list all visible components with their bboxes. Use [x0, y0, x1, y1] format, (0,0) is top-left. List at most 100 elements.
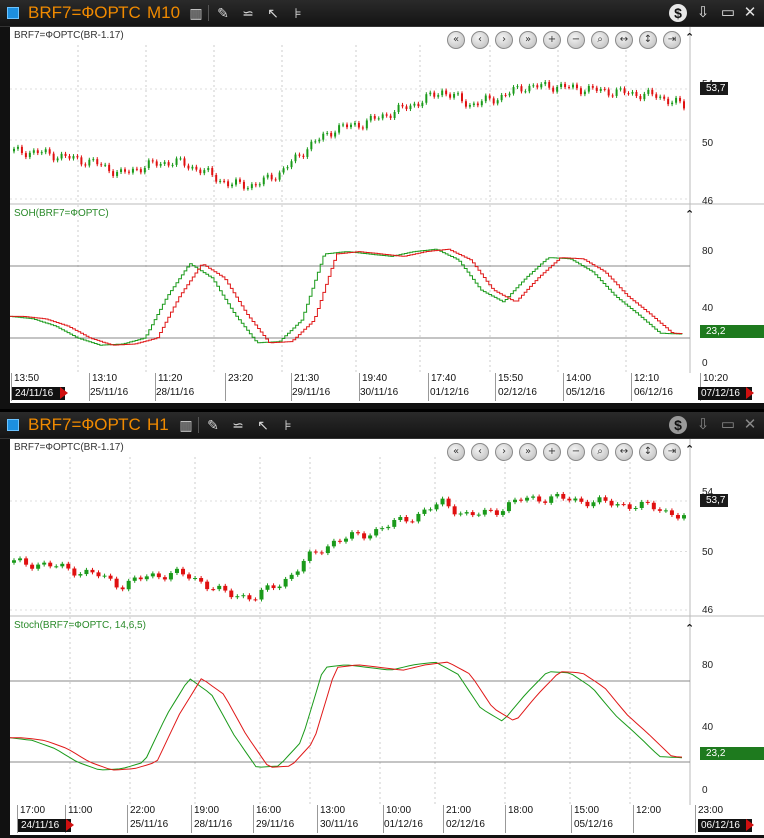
candle — [428, 509, 433, 511]
trend-icon[interactable]: ⋍ — [232, 417, 244, 433]
collapse-price-icon[interactable]: ⌃ — [685, 31, 695, 44]
zoom-in-icon[interactable]: + — [543, 443, 561, 461]
x-date-badge: 24/11/16 — [18, 819, 72, 832]
candle — [468, 105, 471, 107]
cursor-icon[interactable]: ↖ — [267, 5, 279, 21]
minimize-icon[interactable]: ▭ — [720, 4, 736, 21]
toolbar-divider — [208, 5, 209, 21]
expand-icon[interactable]: ↔ — [615, 31, 633, 49]
window-titlebar[interactable]: BRF7=ФОРТС H1 ▥ ✎ ⋍ ↖ ⊧ $ ⇩ ▭ ✕ — [0, 412, 764, 439]
download-icon[interactable]: ⇩ — [696, 416, 710, 433]
dollar-icon[interactable]: $ — [669, 416, 687, 434]
end-icon[interactable]: ⇥ — [663, 443, 681, 461]
fast-forward-icon[interactable]: » — [519, 443, 537, 461]
x-tick-mark — [695, 805, 696, 833]
zoom-fit-icon[interactable]: ⌕ — [591, 31, 609, 49]
collapse-indicator-icon[interactable]: ⌃ — [685, 622, 695, 635]
candle — [100, 164, 103, 166]
candle — [480, 101, 483, 106]
timeframe-label[interactable]: H1 — [147, 415, 169, 434]
candle — [12, 560, 16, 563]
window-titlebar[interactable]: BRF7=ФОРТС M10 ▥ ✎ ⋍ ↖ ⊧ $ ⇩ ▭ ✕ — [0, 0, 764, 27]
time-axis[interactable]: 17:00 11:00 22:00 19:00 16:00 13:00 10:00 21:00… — [10, 805, 764, 835]
x-tick-mark — [191, 805, 192, 833]
candle — [591, 502, 596, 507]
forward-icon[interactable]: › — [495, 31, 513, 49]
candle — [127, 171, 130, 173]
download-icon[interactable]: ⇩ — [696, 4, 710, 21]
compress-icon[interactable]: ↕ — [639, 443, 657, 461]
close-icon[interactable]: ✕ — [743, 4, 757, 21]
candle — [401, 104, 404, 107]
rewind-icon[interactable]: « — [447, 31, 465, 49]
zoom-out-icon[interactable]: − — [567, 31, 585, 49]
compress-icon[interactable]: ↕ — [639, 31, 657, 49]
candle — [571, 84, 574, 88]
candle — [381, 114, 384, 119]
x-time-tick: 18:00 — [508, 805, 534, 816]
expand-icon[interactable]: ↔ — [615, 443, 633, 461]
minimize-icon[interactable]: ▭ — [720, 416, 736, 433]
timeframe-label[interactable]: M10 — [147, 3, 181, 22]
chart-canvas-h1[interactable] — [10, 439, 764, 805]
candle — [512, 499, 517, 503]
x-time-tick: 19:00 — [194, 805, 220, 816]
chart-canvas-m10[interactable] — [10, 27, 764, 373]
trend-icon[interactable]: ⋍ — [242, 5, 254, 21]
pencil-icon[interactable]: ✎ — [207, 417, 219, 433]
candle — [421, 102, 424, 107]
candle — [54, 566, 59, 568]
candle — [307, 551, 312, 561]
candle — [540, 84, 543, 88]
back-icon[interactable]: ‹ — [471, 443, 489, 461]
candle — [349, 124, 352, 128]
candle — [90, 569, 95, 573]
candle — [159, 163, 162, 166]
fast-forward-icon[interactable]: » — [519, 31, 537, 49]
price-chart-area[interactable]: BRF7=ФОРТС(BR-1.17) SOH(BRF7=ФОРТС) ⌃ ⌃ … — [10, 27, 764, 373]
candle — [342, 124, 345, 126]
candle — [422, 509, 427, 514]
collapse-indicator-icon[interactable]: ⌃ — [685, 208, 695, 221]
x-tick-mark — [127, 805, 128, 833]
candles-icon[interactable]: ▥ — [189, 5, 203, 21]
candle — [476, 103, 479, 106]
levels-icon[interactable]: ⊧ — [294, 5, 302, 21]
candle — [112, 171, 115, 176]
stoch-d-line — [10, 248, 683, 346]
candle — [270, 174, 273, 180]
end-icon[interactable]: ⇥ — [663, 31, 681, 49]
zoom-in-icon[interactable]: + — [543, 31, 561, 49]
cursor-icon[interactable]: ↖ — [257, 417, 269, 433]
zoom-fit-icon[interactable]: ⌕ — [591, 443, 609, 461]
rewind-icon[interactable]: « — [447, 443, 465, 461]
candle — [405, 106, 408, 110]
collapse-price-icon[interactable]: ⌃ — [685, 443, 695, 456]
candle — [322, 133, 325, 140]
candle — [60, 563, 65, 567]
candle — [302, 155, 305, 157]
pencil-icon[interactable]: ✎ — [217, 5, 229, 21]
candle — [195, 166, 198, 170]
x-tick-mark — [291, 373, 292, 401]
price-chart-area[interactable]: BRF7=ФОРТС(BR-1.17) Stoch(BRF7=ФОРТС, 14… — [10, 439, 764, 805]
x-time-tick: 12:10 — [634, 373, 660, 384]
candle — [175, 158, 178, 165]
candle — [643, 93, 646, 100]
back-icon[interactable]: ‹ — [471, 31, 489, 49]
stoch-k-line — [10, 248, 683, 346]
candle — [183, 158, 186, 166]
time-axis[interactable]: 13:50 13:10 11:20 23:20 21:30 19:40 17:40 15:50… — [10, 373, 764, 403]
x-time-tick: 11:20 — [158, 373, 183, 384]
candle — [651, 502, 656, 510]
forward-icon[interactable]: › — [495, 443, 513, 461]
close-icon[interactable]: ✕ — [743, 416, 757, 433]
candle — [410, 521, 415, 523]
x-tick-mark — [571, 805, 572, 833]
candle — [350, 532, 355, 539]
levels-icon[interactable]: ⊧ — [284, 417, 292, 433]
candles-icon[interactable]: ▥ — [179, 417, 193, 433]
zoom-out-icon[interactable]: − — [567, 443, 585, 461]
candle — [484, 95, 487, 102]
dollar-icon[interactable]: $ — [669, 4, 687, 22]
